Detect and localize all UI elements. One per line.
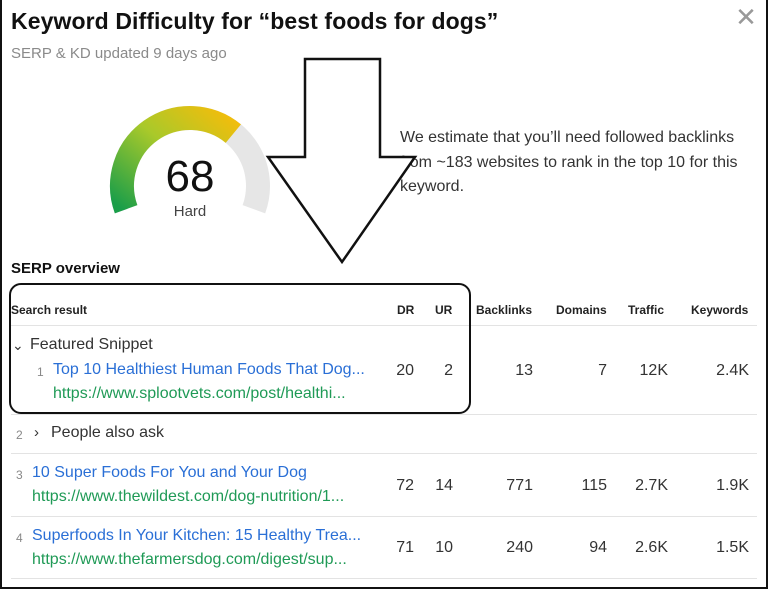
result-rank: 3: [16, 468, 23, 482]
cell-ur: 2: [444, 362, 453, 379]
difficulty-label: Hard: [173, 203, 207, 220]
cell-domains[interactable]: 7: [598, 362, 607, 379]
col-traffic[interactable]: Traffic: [628, 303, 665, 317]
cell-dr: 20: [396, 362, 414, 379]
backlinks-estimate: We estimate that you’ll need followed ba…: [400, 129, 738, 195]
divider: [11, 516, 757, 517]
cell-traffic: 2.6K: [635, 539, 668, 556]
cell-keywords[interactable]: 2.4K: [716, 362, 749, 379]
cell-keywords[interactable]: 1.9K: [716, 477, 749, 494]
cell-backlinks[interactable]: 13: [515, 362, 533, 379]
serp-overview-title: SERP overview: [11, 260, 120, 277]
gauge-arc: [110, 106, 270, 214]
dialog-title: Keyword Difficulty for “best foods for d…: [11, 8, 499, 34]
cell-keywords[interactable]: 1.5K: [716, 539, 749, 556]
result-rank: 2: [16, 428, 23, 442]
difficulty-score: 68: [165, 152, 215, 201]
result-url-link[interactable]: https://www.splootvets.com/post/healthi.…: [53, 385, 346, 402]
cell-traffic: 2.7K: [635, 477, 668, 494]
updated-subtitle: SERP & KD updated 9 days ago: [11, 45, 227, 62]
divider: [11, 578, 757, 579]
divider: [11, 414, 757, 415]
cell-domains[interactable]: 94: [589, 539, 607, 556]
featured-snippet-label[interactable]: Featured Snippet: [30, 336, 153, 353]
result-url-link[interactable]: https://www.thewildest.com/dog-nutrition…: [32, 488, 345, 505]
col-backlinks[interactable]: Backlinks: [476, 303, 533, 317]
cell-ur: 14: [435, 477, 453, 494]
col-dr[interactable]: DR: [397, 303, 415, 317]
col-keywords[interactable]: Keywords: [691, 303, 749, 317]
difficulty-gauge: 68 Hard: [108, 104, 272, 224]
cell-dr: 71: [396, 539, 414, 556]
result-url-link[interactable]: https://www.thefarmersdog.com/digest/sup…: [32, 551, 347, 568]
col-ur[interactable]: UR: [435, 303, 453, 317]
cell-backlinks[interactable]: 771: [506, 477, 533, 494]
chevron-down-icon[interactable]: ⌄: [12, 337, 24, 353]
close-icon[interactable]: ✕: [735, 2, 757, 32]
result-title-link[interactable]: Superfoods In Your Kitchen: 15 Healthy T…: [32, 527, 362, 544]
result-title-link[interactable]: Top 10 Healthiest Human Foods That Dog..…: [53, 361, 365, 378]
col-search-result[interactable]: Search result: [11, 303, 88, 317]
cell-domains[interactable]: 115: [581, 477, 607, 494]
cell-dr: 72: [396, 477, 414, 494]
result-title-link[interactable]: 10 Super Foods For You and Your Dog: [32, 464, 307, 481]
cell-traffic: 12K: [639, 362, 668, 379]
result-rank: 1: [37, 365, 44, 379]
col-domains[interactable]: Domains: [556, 303, 607, 317]
chevron-right-icon[interactable]: ›: [34, 424, 39, 441]
divider: [11, 453, 757, 454]
result-rank: 4: [16, 531, 23, 545]
divider: [11, 325, 757, 326]
people-also-ask-label[interactable]: People also ask: [51, 424, 164, 441]
gauge-fill: [110, 106, 241, 214]
cell-backlinks[interactable]: 240: [506, 539, 533, 556]
cell-ur: 10: [435, 539, 453, 556]
